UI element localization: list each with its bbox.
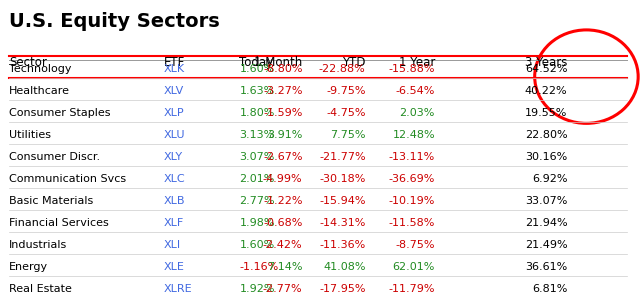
Text: 2.03%: 2.03% <box>399 108 435 118</box>
Text: -3.27%: -3.27% <box>263 86 303 96</box>
Text: XLC: XLC <box>164 174 186 184</box>
Text: Industrials: Industrials <box>9 240 67 250</box>
Text: 30.16%: 30.16% <box>525 152 568 162</box>
Text: 1 Month: 1 Month <box>254 56 303 68</box>
Text: -9.75%: -9.75% <box>326 86 365 96</box>
Text: 40.22%: 40.22% <box>525 86 568 96</box>
Text: 21.94%: 21.94% <box>525 218 568 228</box>
Text: -6.54%: -6.54% <box>396 86 435 96</box>
Text: XLV: XLV <box>164 86 184 96</box>
Text: XLB: XLB <box>164 196 185 206</box>
Text: U.S. Equity Sectors: U.S. Equity Sectors <box>9 12 220 31</box>
Text: -13.11%: -13.11% <box>388 152 435 162</box>
Text: 36.61%: 36.61% <box>525 262 568 272</box>
Text: -4.75%: -4.75% <box>326 108 365 118</box>
Text: 1.80%: 1.80% <box>239 108 275 118</box>
Text: -1.16%: -1.16% <box>239 262 278 272</box>
Text: XLU: XLU <box>164 130 185 140</box>
Text: XLI: XLI <box>164 240 181 250</box>
Text: -22.88%: -22.88% <box>319 64 365 74</box>
Text: XLF: XLF <box>164 218 184 228</box>
Text: Sector: Sector <box>9 56 47 68</box>
Text: 62.01%: 62.01% <box>392 262 435 272</box>
Text: 64.52%: 64.52% <box>525 64 568 74</box>
Text: 3.13%: 3.13% <box>239 130 275 140</box>
Text: 3 Years: 3 Years <box>525 56 568 68</box>
Text: XLRE: XLRE <box>164 284 192 294</box>
Text: Consumer Discr.: Consumer Discr. <box>9 152 100 162</box>
Text: Today: Today <box>239 56 273 68</box>
Text: Utilities: Utilities <box>9 130 51 140</box>
Text: 7.75%: 7.75% <box>330 130 365 140</box>
Text: Consumer Staples: Consumer Staples <box>9 108 111 118</box>
Text: -2.67%: -2.67% <box>263 152 303 162</box>
Text: 2.01%: 2.01% <box>239 174 275 184</box>
Text: Healthcare: Healthcare <box>9 86 70 96</box>
Text: 22.80%: 22.80% <box>525 130 568 140</box>
Text: -15.94%: -15.94% <box>319 196 365 206</box>
Text: -11.36%: -11.36% <box>319 240 365 250</box>
Text: 7.14%: 7.14% <box>267 262 303 272</box>
Text: XLY: XLY <box>164 152 183 162</box>
Text: -21.77%: -21.77% <box>319 152 365 162</box>
Text: 1.60%: 1.60% <box>239 240 275 250</box>
Text: 1.60%: 1.60% <box>239 64 275 74</box>
Text: -17.95%: -17.95% <box>319 284 365 294</box>
Text: 6.81%: 6.81% <box>532 284 568 294</box>
Text: Energy: Energy <box>9 262 48 272</box>
Text: YTD: YTD <box>342 56 365 68</box>
Text: -10.19%: -10.19% <box>388 196 435 206</box>
Text: 3.91%: 3.91% <box>267 130 303 140</box>
Text: -0.68%: -0.68% <box>263 218 303 228</box>
Text: -4.99%: -4.99% <box>263 174 303 184</box>
Text: -30.18%: -30.18% <box>319 174 365 184</box>
Text: 21.49%: 21.49% <box>525 240 568 250</box>
Text: -8.80%: -8.80% <box>263 64 303 74</box>
Text: 1.98%: 1.98% <box>239 218 275 228</box>
Text: Basic Materials: Basic Materials <box>9 196 93 206</box>
Text: 12.48%: 12.48% <box>392 130 435 140</box>
Text: XLK: XLK <box>164 64 185 74</box>
Text: 19.55%: 19.55% <box>525 108 568 118</box>
Text: 1.63%: 1.63% <box>239 86 275 96</box>
Text: 3.07%: 3.07% <box>239 152 275 162</box>
Text: -2.77%: -2.77% <box>263 284 303 294</box>
Text: -11.58%: -11.58% <box>388 218 435 228</box>
Text: 41.08%: 41.08% <box>323 262 365 272</box>
Text: -1.22%: -1.22% <box>263 196 303 206</box>
Text: -2.42%: -2.42% <box>263 240 303 250</box>
Text: 6.92%: 6.92% <box>532 174 568 184</box>
Text: 2.77%: 2.77% <box>239 196 275 206</box>
Text: XLE: XLE <box>164 262 184 272</box>
Text: Communication Svcs: Communication Svcs <box>9 174 126 184</box>
Text: -8.75%: -8.75% <box>396 240 435 250</box>
Text: Technology: Technology <box>9 64 72 74</box>
Text: Financial Services: Financial Services <box>9 218 109 228</box>
Text: Real Estate: Real Estate <box>9 284 72 294</box>
Text: 1 Year: 1 Year <box>399 56 435 68</box>
Text: 1.92%: 1.92% <box>239 284 275 294</box>
Text: -11.79%: -11.79% <box>388 284 435 294</box>
Text: -15.88%: -15.88% <box>388 64 435 74</box>
Text: 33.07%: 33.07% <box>525 196 568 206</box>
Text: XLP: XLP <box>164 108 184 118</box>
Text: -14.31%: -14.31% <box>319 218 365 228</box>
Text: ETF: ETF <box>164 56 185 68</box>
Text: -36.69%: -36.69% <box>388 174 435 184</box>
Text: -1.59%: -1.59% <box>263 108 303 118</box>
